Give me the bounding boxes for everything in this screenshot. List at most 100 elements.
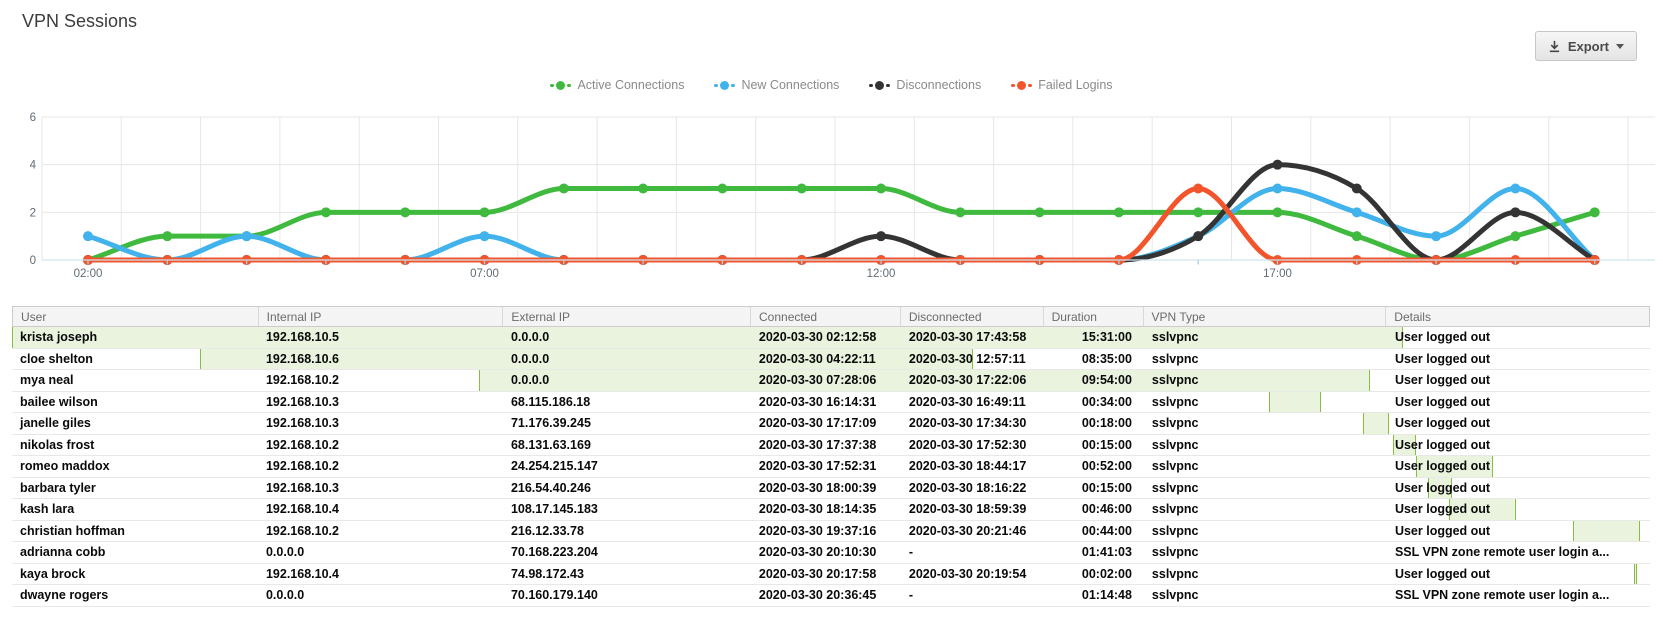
table-row[interactable]: cloe shelton 192.168.10.6 0.0.0.0 2020-03-3… — [12, 348, 1650, 370]
cell-disconnected: 2020-03-30 18:44:17 — [908, 459, 1027, 474]
table-row[interactable]: christian hoffman 192.168.10.2 216.12.33.7… — [12, 520, 1650, 542]
data-point — [1351, 183, 1362, 194]
data-point — [1510, 183, 1521, 194]
cell-external-ip: 70.160.179.140 — [510, 588, 598, 603]
cell-duration: 00:02:00 — [1081, 566, 1132, 581]
cell-connected: 2020-03-30 17:52:31 — [758, 459, 877, 474]
legend-item-new-connections[interactable]: New Connections — [714, 78, 839, 92]
legend-item-disconnections[interactable]: Disconnections — [869, 78, 981, 92]
cell-internal-ip: 192.168.10.4 — [265, 566, 339, 581]
table-row[interactable]: barbara tyler 192.168.10.3 216.54.40.246 20… — [12, 477, 1650, 499]
table-row[interactable]: bailee wilson 192.168.10.3 68.115.186.18 20… — [12, 391, 1650, 413]
data-point — [796, 183, 807, 194]
cell-connected: 2020-03-30 18:00:39 — [758, 480, 877, 495]
session-duration-bar — [200, 348, 973, 369]
session-duration-bar — [479, 370, 1371, 391]
legend-line-dot-icon — [1011, 80, 1033, 90]
cell-external-ip: 108.17.145.183 — [510, 502, 598, 517]
data-point — [1351, 207, 1362, 218]
cell-duration: 01:14:48 — [1081, 588, 1132, 603]
cell-external-ip: 74.98.172.43 — [510, 566, 584, 581]
cell-duration: 15:31:00 — [1081, 330, 1132, 345]
cell-user: janelle giles — [20, 416, 91, 431]
svg-text:17:00: 17:00 — [1263, 268, 1292, 280]
cell-external-ip: 0.0.0.0 — [510, 330, 550, 345]
cell-user: bailee wilson — [20, 394, 98, 409]
cell-internal-ip: 192.168.10.2 — [265, 523, 339, 538]
data-point — [1589, 207, 1600, 218]
cell-internal-ip: 192.168.10.3 — [265, 416, 339, 431]
cell-disconnected: 2020-03-30 20:19:54 — [908, 566, 1027, 581]
cell-user: krista joseph — [20, 330, 98, 345]
table-row[interactable]: dwayne rogers 0.0.0.0 70.160.179.140 2020-0… — [12, 585, 1650, 607]
data-point — [241, 231, 252, 242]
column-header-user[interactable]: User — [13, 307, 259, 326]
caret-down-icon — [1616, 43, 1624, 49]
cell-vpn-type: sslvpnc — [1151, 330, 1199, 345]
column-header-details[interactable]: Details — [1394, 309, 1431, 324]
column-header-internal-ip[interactable]: Internal IP — [259, 307, 504, 326]
legend-item-active-connections[interactable]: Active Connections — [550, 78, 684, 92]
cell-vpn-type: sslvpnc — [1151, 416, 1199, 431]
export-button[interactable]: Export — [1534, 31, 1637, 61]
cell-duration: 00:34:00 — [1081, 394, 1132, 409]
table-row[interactable]: adrianna cobb 0.0.0.0 70.168.223.204 2020-0… — [12, 542, 1650, 564]
cell-user: adrianna cobb — [20, 545, 106, 560]
session-duration-bar — [1633, 563, 1637, 584]
data-point — [638, 183, 649, 194]
sessions-chart: 0 2 4 6 02:00 07:00 12:00 17:00 — [30, 112, 1655, 280]
cell-disconnected: 2020-03-30 17:34:30 — [908, 416, 1027, 431]
cell-duration: 01:41:03 — [1081, 545, 1132, 560]
cell-connected: 2020-03-30 07:28:06 — [758, 373, 877, 388]
cell-user: mya neal — [20, 373, 74, 388]
data-point — [400, 207, 411, 218]
legend-item-failed-logins[interactable]: Failed Logins — [1011, 78, 1113, 92]
cell-disconnected: 2020-03-30 18:16:22 — [908, 480, 1027, 495]
cell-duration: 00:44:00 — [1081, 523, 1132, 538]
cell-details: SSL VPN zone remote user login a... — [1394, 545, 1610, 559]
cell-details: User logged out — [1394, 351, 1491, 366]
cell-internal-ip: 192.168.10.2 — [265, 459, 339, 474]
cell-details: User logged out — [1394, 373, 1491, 387]
table-row[interactable]: mya neal 192.168.10.2 0.0.0.0 2020-03-30 07… — [12, 370, 1650, 392]
column-header-disconnected[interactable]: Disconnected — [901, 307, 1044, 326]
cell-internal-ip: 192.168.10.6 — [265, 351, 339, 366]
column-header-connected[interactable]: Connected — [751, 307, 901, 326]
cell-internal-ip: 192.168.10.3 — [265, 480, 339, 495]
data-point — [1193, 207, 1204, 218]
cell-vpn-type: sslvpnc — [1151, 459, 1199, 474]
cell-duration: 09:54:00 — [1081, 373, 1132, 388]
svg-text:2: 2 — [30, 207, 36, 219]
column-header-duration[interactable]: Duration — [1044, 307, 1144, 326]
cell-duration: 00:18:00 — [1081, 416, 1132, 431]
cell-details: User logged out — [1394, 459, 1491, 473]
cell-connected: 2020-03-30 17:37:38 — [758, 437, 877, 452]
table-row[interactable]: nikolas frost 192.168.10.2 68.131.63.169 20… — [12, 434, 1650, 456]
table-row[interactable]: kaya brock 192.168.10.4 74.98.172.43 2020-0… — [12, 563, 1650, 585]
cell-connected: 2020-03-30 17:17:09 — [758, 416, 877, 431]
data-point — [876, 183, 886, 194]
cell-duration: 00:15:00 — [1081, 437, 1132, 452]
cell-disconnected: 2020-03-30 17:52:30 — [908, 437, 1027, 452]
svg-text:6: 6 — [30, 112, 36, 124]
data-point — [955, 207, 966, 218]
cell-vpn-type: sslvpnc — [1151, 502, 1199, 517]
cell-user: romeo maddox — [20, 459, 110, 474]
cell-details: User logged out — [1394, 523, 1491, 538]
table-row[interactable]: krista joseph 192.168.10.5 0.0.0.0 2020-03-… — [12, 327, 1650, 349]
table-row[interactable]: kash lara 192.168.10.4 108.17.145.183 2020-… — [12, 499, 1650, 521]
cell-external-ip: 70.168.223.204 — [510, 545, 598, 560]
column-header-vpn-type[interactable]: VPN Type — [1144, 307, 1387, 326]
table-row[interactable]: romeo maddox 192.168.10.2 24.254.215.147 20… — [12, 456, 1650, 478]
cell-details: User logged out — [1394, 480, 1491, 495]
svg-text:02:00: 02:00 — [74, 268, 103, 280]
table-row[interactable]: janelle giles 192.168.10.3 71.176.39.245 20… — [12, 413, 1650, 435]
data-point — [1272, 183, 1283, 194]
session-duration-bar — [1268, 391, 1321, 412]
cell-disconnected: 2020-03-30 18:59:39 — [908, 502, 1027, 517]
cell-connected: 2020-03-30 04:22:11 — [758, 351, 876, 366]
column-header-external-ip[interactable]: External IP — [503, 307, 751, 326]
cell-details: User logged out — [1394, 566, 1491, 581]
cell-external-ip: 0.0.0.0 — [510, 351, 550, 366]
